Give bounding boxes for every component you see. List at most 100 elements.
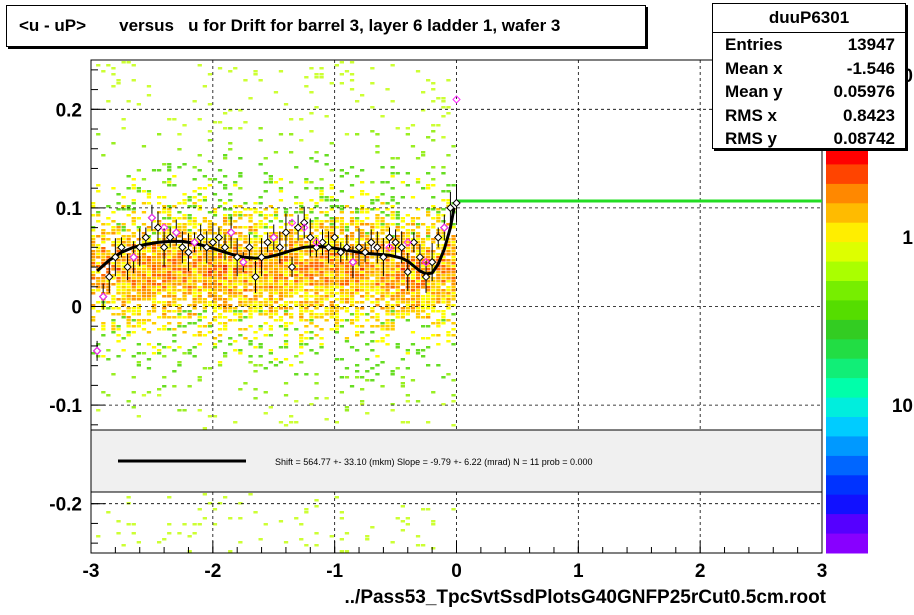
heatmap-cell xyxy=(192,322,197,325)
heatmap-cell xyxy=(289,151,294,154)
heatmap-cell xyxy=(146,358,152,361)
heatmap-cell xyxy=(182,295,187,298)
stats-row-mean-y: Mean y 0.05976 xyxy=(713,80,905,104)
heatmap-cell xyxy=(410,307,416,310)
heatmap-cell xyxy=(258,295,263,298)
heatmap-cell xyxy=(355,331,360,334)
heatmap-cell xyxy=(365,232,370,235)
heatmap-cell xyxy=(395,247,400,250)
heatmap-cell xyxy=(131,223,136,226)
heatmap-cell xyxy=(339,190,344,193)
heatmap-cell xyxy=(349,61,355,64)
heatmap-cell xyxy=(410,298,416,301)
heatmap-cell xyxy=(289,253,294,256)
x-tick-label: -2 xyxy=(204,561,221,582)
heatmap-cell xyxy=(157,388,162,391)
heatmap-cell xyxy=(121,223,126,226)
heatmap-cell xyxy=(339,175,344,178)
heatmap-cell xyxy=(167,262,172,265)
heatmap-cell xyxy=(421,310,426,313)
heatmap-cell xyxy=(339,292,344,295)
heatmap-cell xyxy=(314,220,319,223)
heatmap-cell xyxy=(421,544,426,547)
heatmap-cell xyxy=(228,70,233,73)
heatmap-cell xyxy=(344,298,350,301)
heatmap-cell xyxy=(263,262,268,265)
heatmap-cell xyxy=(177,226,182,229)
heatmap-cell xyxy=(151,274,157,277)
heatmap-cell xyxy=(451,145,456,148)
heatmap-cell xyxy=(360,169,365,172)
heatmap-cell xyxy=(273,211,279,214)
heatmap-cell xyxy=(436,97,441,100)
heatmap-cell xyxy=(263,172,268,175)
heatmap-cell xyxy=(182,226,187,229)
heatmap-cell xyxy=(339,274,344,277)
heatmap-cell xyxy=(299,307,304,310)
heatmap-cell xyxy=(334,292,339,295)
heatmap-cell xyxy=(223,265,228,268)
heatmap-cell xyxy=(253,73,258,76)
heatmap-cell xyxy=(324,397,329,400)
heatmap-cell xyxy=(217,169,223,172)
heatmap-cell xyxy=(172,385,177,388)
heatmap-cell xyxy=(426,295,431,298)
heatmap-cell xyxy=(421,325,426,328)
heatmap-cell xyxy=(349,223,355,226)
heatmap-cell xyxy=(268,352,273,355)
heatmap-cell xyxy=(426,229,431,232)
heatmap-cell xyxy=(324,154,329,157)
heatmap-cell xyxy=(365,358,370,361)
heatmap-cell xyxy=(395,292,400,295)
heatmap-cell xyxy=(248,289,253,292)
heatmap-cell xyxy=(197,205,202,208)
stats-value: 0.8423 xyxy=(843,105,895,125)
heatmap-cell xyxy=(273,262,279,265)
heatmap-cell xyxy=(299,289,304,292)
heatmap-cell xyxy=(228,304,233,307)
heatmap-cell xyxy=(268,265,273,268)
heatmap-cell xyxy=(426,253,431,256)
heatmap-cell xyxy=(116,238,121,241)
heatmap-cell xyxy=(390,196,395,199)
heatmap-cell xyxy=(349,286,355,289)
heatmap-cell xyxy=(258,343,263,346)
heatmap-cell xyxy=(309,304,314,307)
heatmap-cell xyxy=(116,283,121,286)
heatmap-cell xyxy=(365,193,370,196)
heatmap-cell xyxy=(136,265,141,268)
heatmap-cell xyxy=(106,292,111,295)
heatmap-cell xyxy=(273,247,279,250)
heatmap-cell xyxy=(421,295,426,298)
heatmap-cell xyxy=(441,274,446,277)
heatmap-cell xyxy=(111,67,116,70)
heatmap-cell xyxy=(91,352,96,355)
heatmap-cell xyxy=(248,283,253,286)
heatmap-cell xyxy=(182,280,187,283)
heatmap-cell xyxy=(167,523,172,526)
heatmap-cell xyxy=(410,304,416,307)
heatmap-cell xyxy=(390,223,395,226)
heatmap-cell xyxy=(304,259,309,262)
heatmap-cell xyxy=(344,289,350,292)
heatmap-cell xyxy=(233,268,238,271)
heatmap-cell xyxy=(390,280,395,283)
heatmap-cell xyxy=(314,235,319,238)
heatmap-cell xyxy=(385,214,390,217)
heatmap-cell xyxy=(390,325,395,328)
heatmap-cell xyxy=(121,118,126,121)
heatmap-cell xyxy=(207,103,213,106)
profile-point xyxy=(324,243,333,252)
heatmap-cell xyxy=(146,289,152,292)
heatmap-cell xyxy=(111,319,116,322)
stats-value: -1.546 xyxy=(846,58,895,78)
heatmap-cell xyxy=(131,232,136,235)
heatmap-cell xyxy=(162,346,167,349)
heatmap-cell xyxy=(228,274,233,277)
heatmap-cell xyxy=(349,217,355,220)
heatmap-cell xyxy=(177,259,182,262)
heatmap-cell xyxy=(96,409,101,412)
heatmap-cell xyxy=(141,265,147,268)
heatmap-cell xyxy=(441,259,446,262)
heatmap-cell xyxy=(446,298,451,301)
